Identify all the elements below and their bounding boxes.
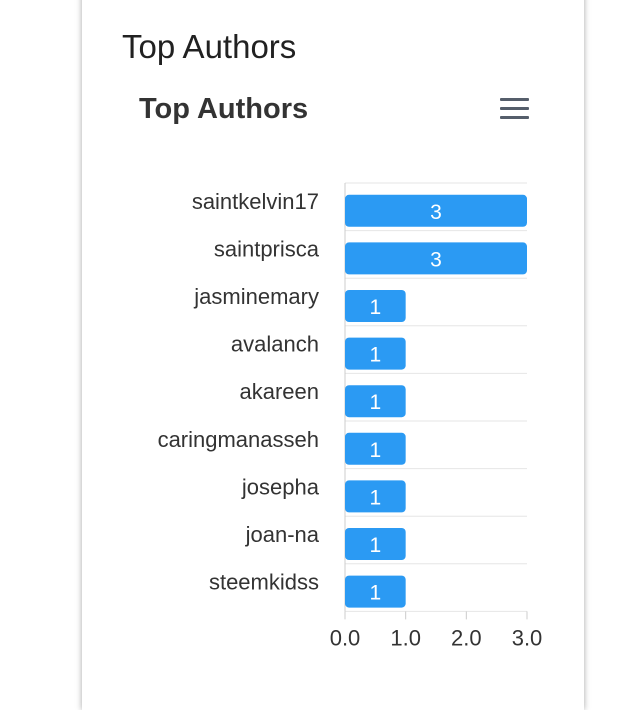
category-label: steemkidss bbox=[209, 570, 319, 595]
category-label: joan-na bbox=[245, 522, 320, 547]
category-label: akareen bbox=[239, 379, 319, 404]
hamburger-menu-icon[interactable] bbox=[500, 98, 529, 120]
bar bbox=[345, 385, 406, 418]
data-label: 1 bbox=[369, 344, 381, 367]
card-title: Top Authors bbox=[122, 28, 297, 65]
category-label: jasminemary bbox=[193, 284, 319, 309]
x-tick-label: 3.0 bbox=[512, 625, 543, 650]
chart-title: Top Authors bbox=[139, 93, 309, 125]
x-tick-label: 1.0 bbox=[390, 625, 421, 650]
data-label: 1 bbox=[369, 534, 381, 557]
data-label: 3 bbox=[430, 201, 442, 224]
bar bbox=[345, 480, 406, 513]
data-label: 1 bbox=[369, 391, 381, 414]
category-label: caringmanasseh bbox=[158, 427, 319, 452]
bar-chart: 0.0 1.0 2.0 3.0 saintkelvin17 3 saintprisca 3 ja… bbox=[158, 182, 543, 650]
category-label: avalanch bbox=[231, 332, 319, 357]
bar bbox=[345, 432, 406, 465]
data-label: 1 bbox=[369, 439, 381, 462]
x-tick-label: 2.0 bbox=[451, 625, 482, 650]
x-tick-label: 0.0 bbox=[330, 625, 361, 650]
bar bbox=[345, 194, 527, 227]
category-label: saintprisca bbox=[214, 236, 320, 261]
bar bbox=[345, 242, 527, 275]
data-label: 1 bbox=[369, 582, 381, 605]
bar bbox=[345, 290, 406, 322]
bar bbox=[345, 528, 406, 560]
data-label: 3 bbox=[430, 248, 442, 271]
category-label: josepha bbox=[241, 474, 320, 499]
data-label: 1 bbox=[369, 486, 381, 509]
bar bbox=[345, 575, 406, 608]
data-label: 1 bbox=[369, 296, 381, 319]
category-label: saintkelvin17 bbox=[192, 189, 319, 214]
bar bbox=[345, 337, 406, 370]
